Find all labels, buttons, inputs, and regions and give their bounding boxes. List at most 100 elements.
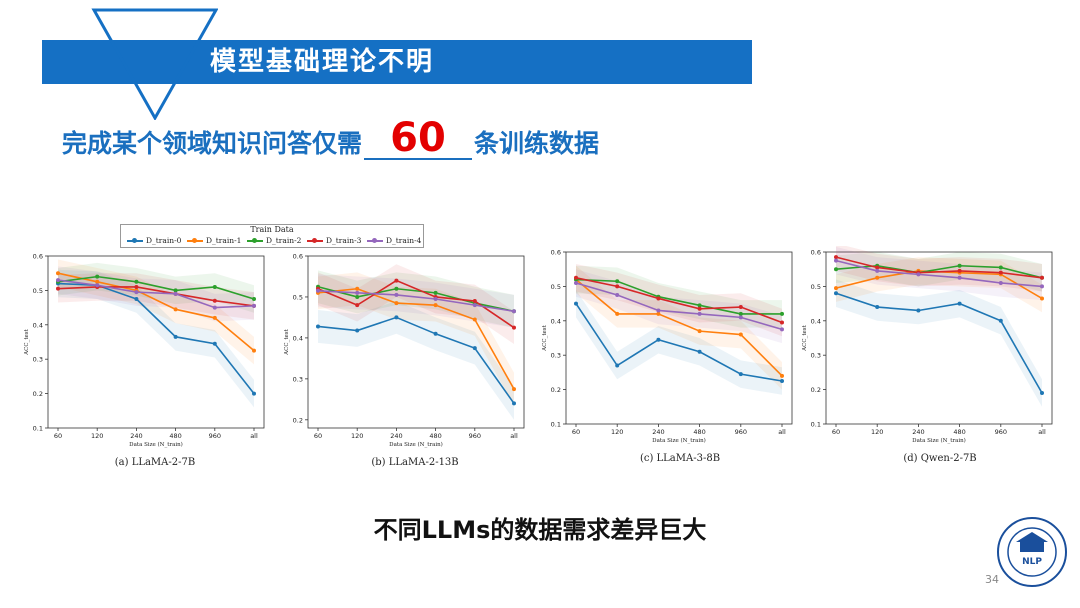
x-axis-label: Data Size (N_train) — [912, 437, 966, 444]
chart-caption: (c) LLaMA-3-8B — [639, 453, 721, 464]
confidence-band — [576, 264, 782, 337]
x-tick-label: 960 — [469, 432, 481, 440]
legend-label: D_train-0 — [146, 236, 182, 245]
data-point — [875, 275, 880, 280]
x-tick-label: 480 — [693, 428, 705, 436]
data-point — [957, 275, 962, 280]
data-point — [355, 328, 360, 333]
data-point — [697, 349, 702, 354]
data-point — [394, 278, 399, 283]
data-point — [738, 372, 743, 377]
data-point — [574, 301, 578, 306]
headline: 完成某个领域知识问答仅需 60 条训练数据 — [62, 118, 599, 164]
chart-caption: (b) LLaMA-2-13B — [371, 457, 459, 468]
data-point — [738, 305, 743, 310]
data-point — [56, 271, 60, 276]
x-tick-label: 60 — [832, 428, 840, 436]
data-point — [615, 311, 620, 316]
footer-conclusion: 不同LLMs的数据需求差异巨大 — [373, 516, 707, 544]
x-tick-label: 120 — [871, 428, 883, 436]
data-point — [957, 263, 962, 268]
x-tick-label: 120 — [611, 428, 623, 436]
data-point — [394, 315, 399, 320]
data-point — [472, 346, 477, 351]
y-tick-label: 0.4 — [551, 317, 561, 325]
section-title: 模型基础理论不明 — [209, 47, 434, 77]
data-point — [574, 275, 578, 280]
data-point — [134, 297, 139, 301]
line-chart-svg: 0.2 0.3 0.4 0.5 0.6 60 120 240 480 960 all Data Siz… — [284, 253, 525, 448]
series-line — [317, 316, 515, 404]
x-tick-label: 60 — [54, 432, 62, 440]
data-point — [957, 301, 962, 306]
series-line — [575, 278, 783, 377]
series-line — [575, 282, 783, 331]
legend-swatch — [367, 238, 383, 243]
y-tick-label: 0.4 — [33, 321, 43, 329]
x-tick-label: 240 — [652, 428, 664, 436]
series-line — [835, 292, 1043, 394]
y-tick-label: 0.6 — [293, 253, 303, 261]
legend-label: D_train-2 — [266, 236, 302, 245]
legend-swatch — [247, 238, 263, 243]
x-tick-label: 480 — [953, 428, 965, 436]
confidence-band — [58, 266, 254, 322]
legend-swatch — [307, 238, 323, 243]
data-point — [252, 303, 256, 308]
chart-qwen-2-7b: 0.1 0.2 0.3 0.4 0.5 0.6 60 120 240 480 960 all Data … — [798, 246, 1058, 446]
series-line — [835, 256, 1043, 279]
data-point — [173, 307, 178, 312]
legend-swatch — [127, 238, 143, 243]
data-point — [615, 284, 620, 289]
data-point — [697, 306, 702, 311]
fudan-nlp-logo-icon: NLP — [997, 517, 1067, 587]
data-point — [998, 280, 1003, 285]
data-point — [1040, 275, 1044, 280]
y-tick-label: 0.4 — [293, 334, 303, 342]
data-point — [957, 268, 962, 273]
data-point — [738, 311, 743, 316]
x-tick-label: all — [778, 428, 786, 436]
plot-frame — [47, 255, 265, 429]
data-point — [512, 309, 516, 314]
y-tick-label: 0.1 — [811, 421, 821, 429]
data-point — [738, 332, 743, 337]
section-banner: 模型基础理论不明 — [42, 40, 752, 84]
data-point — [916, 272, 921, 277]
data-point — [173, 288, 178, 293]
data-point — [355, 286, 360, 291]
data-point — [615, 293, 620, 297]
data-point — [173, 291, 178, 296]
plot-frame — [565, 251, 793, 425]
x-tick-label: all — [1038, 428, 1046, 436]
series-line — [317, 285, 515, 313]
data-point — [394, 286, 399, 291]
data-point — [834, 255, 838, 260]
x-tick-label: 240 — [390, 432, 402, 440]
x-tick-label: 960 — [209, 432, 221, 440]
data-point — [656, 296, 661, 301]
series-line — [575, 277, 783, 324]
confidence-band — [576, 265, 782, 390]
data-point — [697, 329, 702, 334]
x-tick-label: 240 — [130, 432, 142, 440]
data-point — [433, 303, 438, 308]
data-point — [875, 268, 880, 273]
data-point — [780, 373, 784, 378]
confidence-band — [58, 259, 254, 365]
y-tick-label: 0.6 — [33, 253, 43, 261]
data-point — [212, 315, 217, 320]
data-point — [998, 265, 1003, 270]
y-axis-label: ACC_test — [542, 324, 548, 351]
data-point — [780, 379, 784, 383]
data-point — [780, 311, 784, 316]
data-point — [95, 283, 100, 288]
series-line — [57, 275, 255, 300]
chart-llama-2-7b: 0.1 0.2 0.3 0.4 0.5 0.6 60 120 240 480 960 all Data … — [20, 250, 270, 450]
data-point — [433, 331, 438, 336]
data-point — [656, 308, 661, 313]
chart-caption: (a) LLaMA-2-7B — [114, 457, 196, 468]
x-tick-label: 60 — [314, 432, 322, 440]
legend-entry: D_train-2 — [247, 236, 301, 245]
data-point — [56, 278, 60, 283]
